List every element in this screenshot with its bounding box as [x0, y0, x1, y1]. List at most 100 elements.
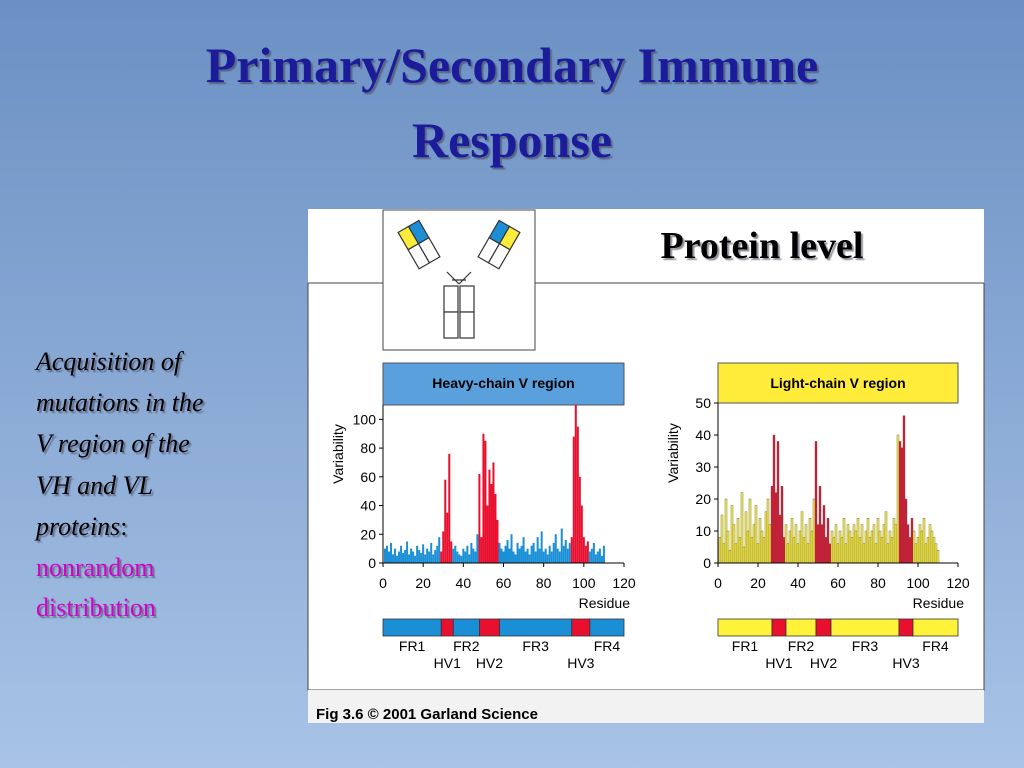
bar	[800, 511, 804, 564]
bar	[758, 518, 762, 564]
caption-strip	[308, 690, 984, 723]
bar	[502, 551, 505, 563]
bar	[886, 543, 890, 564]
bar	[788, 530, 792, 564]
bar	[390, 542, 393, 563]
bar	[420, 552, 423, 563]
bar	[574, 405, 577, 563]
bar	[566, 548, 569, 563]
bar	[932, 537, 936, 564]
bar	[882, 524, 886, 564]
bar	[858, 537, 862, 564]
bar	[386, 545, 389, 563]
bar	[830, 530, 834, 564]
bar	[892, 518, 896, 564]
bar	[812, 498, 816, 564]
body-line: VH and VL	[36, 471, 153, 500]
x-tick-label: 60	[496, 575, 512, 591]
bar	[532, 542, 535, 563]
bar	[874, 543, 878, 564]
region	[478, 618, 500, 637]
y-tick-label: 50	[695, 395, 711, 411]
bar	[894, 524, 898, 564]
body-word: proteins	[34, 512, 120, 541]
bar	[884, 511, 888, 564]
bar	[450, 541, 453, 563]
bar	[568, 542, 571, 563]
bar	[584, 545, 587, 563]
bar	[410, 548, 413, 563]
x-tick-label: 100	[572, 575, 596, 591]
bar	[546, 554, 549, 563]
bar	[728, 550, 732, 564]
bar	[470, 542, 473, 563]
bar	[394, 548, 397, 563]
bar	[518, 548, 521, 563]
bar	[916, 537, 920, 564]
bar	[468, 554, 471, 563]
bar	[816, 524, 820, 564]
body-line: proteins:	[34, 512, 128, 541]
bar	[448, 453, 451, 563]
bar	[572, 436, 575, 563]
bar	[734, 543, 738, 564]
bar	[784, 524, 788, 564]
bar	[736, 518, 740, 564]
bar	[432, 554, 435, 563]
bar	[826, 518, 830, 564]
bar	[908, 537, 912, 564]
bar	[930, 530, 934, 564]
bar	[576, 426, 579, 563]
bar	[404, 550, 407, 563]
bar	[724, 498, 728, 564]
bar	[928, 524, 932, 564]
bar	[730, 505, 734, 564]
bar	[846, 524, 850, 564]
bar	[856, 518, 860, 564]
bar	[408, 554, 411, 563]
region-label: FR1	[732, 638, 759, 654]
bar	[538, 548, 541, 563]
bar	[902, 415, 906, 564]
bar	[402, 552, 405, 563]
bar	[808, 518, 812, 564]
bar	[850, 537, 854, 564]
bar	[840, 537, 844, 564]
bar	[512, 551, 515, 563]
bar	[520, 545, 523, 563]
bar	[926, 537, 930, 564]
bar	[506, 540, 509, 563]
bar	[900, 447, 904, 564]
bar	[782, 537, 786, 564]
bar	[806, 543, 810, 564]
bar	[878, 530, 882, 564]
bar	[754, 505, 758, 564]
y-tick-label: 100	[353, 411, 377, 427]
bar	[772, 434, 776, 564]
bar	[498, 542, 501, 563]
body: Acquisition of mutations in the V region…	[34, 347, 204, 622]
bar	[842, 518, 846, 564]
title-line: Primary/Secondary Immune	[206, 37, 818, 93]
bar	[718, 537, 722, 564]
bar	[872, 524, 876, 564]
bar	[924, 543, 928, 564]
bar	[854, 530, 858, 564]
bar	[880, 537, 884, 564]
bar	[476, 534, 479, 563]
bar	[592, 542, 595, 563]
bar	[836, 543, 840, 564]
bar	[824, 537, 828, 564]
y-tick-label: 0	[368, 555, 376, 571]
bar	[720, 514, 724, 564]
bar	[406, 541, 409, 563]
y-tick-label: 30	[695, 459, 711, 475]
bar	[910, 518, 914, 564]
x-tick-label: 60	[830, 575, 846, 591]
bar	[914, 543, 918, 564]
bar	[472, 548, 475, 563]
bar	[774, 492, 778, 564]
bar	[516, 542, 519, 563]
region-label: HV3	[567, 655, 594, 671]
region	[830, 618, 900, 637]
